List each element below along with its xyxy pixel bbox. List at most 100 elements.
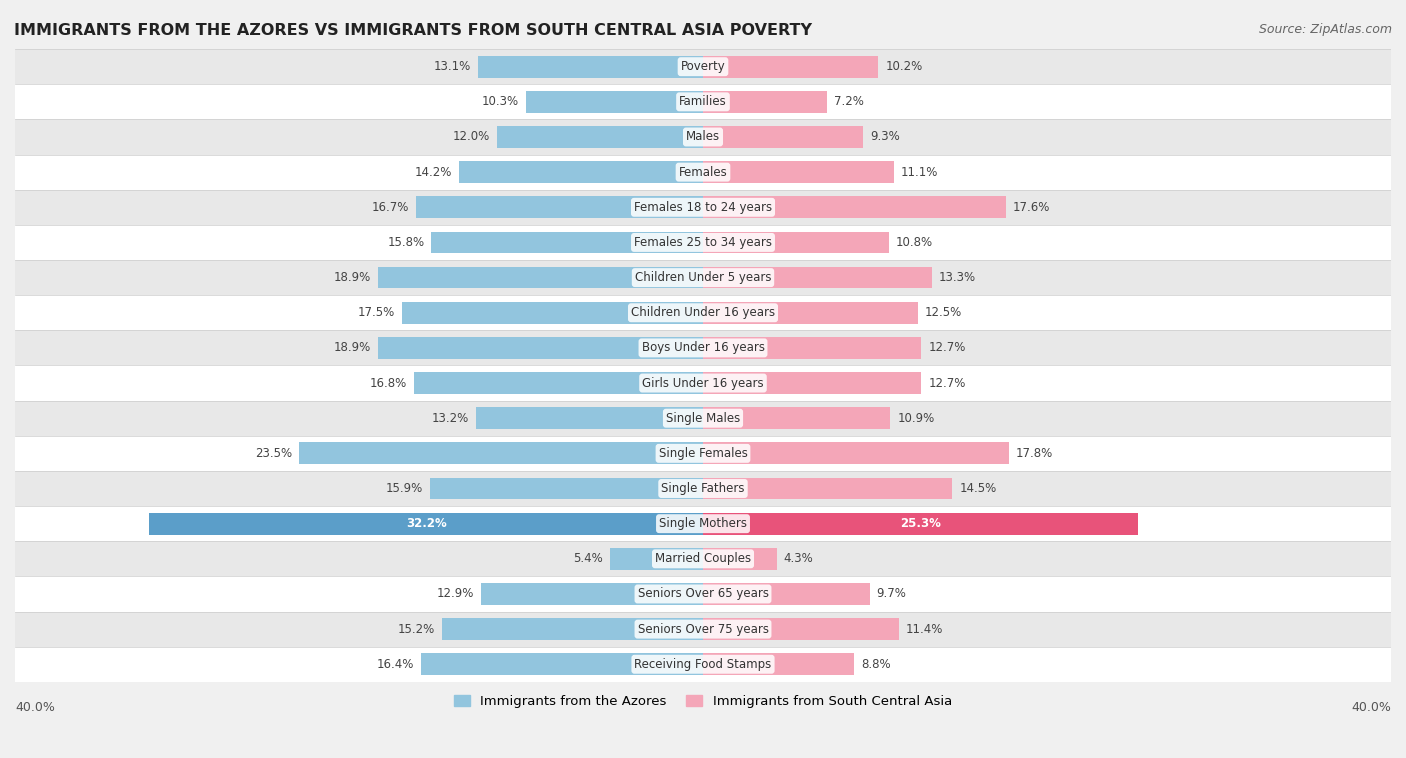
Bar: [0, 436, 1406, 471]
Bar: [0, 295, 1406, 330]
Bar: [416, 196, 703, 218]
Bar: [0, 612, 1406, 647]
Bar: [429, 478, 703, 500]
Text: 12.9%: 12.9%: [437, 587, 474, 600]
Bar: [703, 91, 827, 113]
Bar: [703, 267, 932, 289]
Bar: [402, 302, 703, 324]
Text: 17.8%: 17.8%: [1017, 447, 1053, 460]
Text: 13.2%: 13.2%: [432, 412, 470, 424]
Bar: [0, 541, 1406, 576]
Text: Married Couples: Married Couples: [655, 553, 751, 565]
Bar: [526, 91, 703, 113]
Bar: [0, 576, 1406, 612]
Bar: [703, 372, 921, 394]
Text: 18.9%: 18.9%: [333, 341, 371, 355]
Text: 8.8%: 8.8%: [862, 658, 891, 671]
Bar: [0, 155, 1406, 190]
Text: Single Mothers: Single Mothers: [659, 517, 747, 530]
Text: 12.7%: 12.7%: [928, 377, 966, 390]
Bar: [481, 583, 703, 605]
Text: 15.9%: 15.9%: [385, 482, 423, 495]
Bar: [0, 84, 1406, 120]
Bar: [0, 190, 1406, 225]
Text: 10.3%: 10.3%: [482, 96, 519, 108]
Text: Seniors Over 75 years: Seniors Over 75 years: [637, 622, 769, 636]
Text: Single Fathers: Single Fathers: [661, 482, 745, 495]
Text: 13.1%: 13.1%: [433, 60, 471, 74]
Text: 10.2%: 10.2%: [886, 60, 922, 74]
Bar: [413, 372, 703, 394]
Text: 16.4%: 16.4%: [377, 658, 413, 671]
Text: Females 18 to 24 years: Females 18 to 24 years: [634, 201, 772, 214]
Text: Receiving Food Stamps: Receiving Food Stamps: [634, 658, 772, 671]
Text: Females: Females: [679, 166, 727, 179]
Bar: [0, 49, 1406, 84]
Text: 40.0%: 40.0%: [1351, 701, 1391, 714]
Text: Families: Families: [679, 96, 727, 108]
Text: Poverty: Poverty: [681, 60, 725, 74]
Text: 9.7%: 9.7%: [877, 587, 907, 600]
Text: 16.7%: 16.7%: [371, 201, 409, 214]
Text: 11.1%: 11.1%: [901, 166, 938, 179]
Text: Girls Under 16 years: Girls Under 16 years: [643, 377, 763, 390]
Text: 10.8%: 10.8%: [896, 236, 932, 249]
Bar: [420, 653, 703, 675]
Bar: [378, 267, 703, 289]
Text: 17.5%: 17.5%: [359, 306, 395, 319]
Text: Children Under 16 years: Children Under 16 years: [631, 306, 775, 319]
Bar: [0, 330, 1406, 365]
Text: 14.2%: 14.2%: [415, 166, 451, 179]
Text: 4.3%: 4.3%: [783, 553, 814, 565]
Bar: [0, 401, 1406, 436]
Text: Males: Males: [686, 130, 720, 143]
Text: 40.0%: 40.0%: [15, 701, 55, 714]
Text: 15.2%: 15.2%: [398, 622, 434, 636]
Text: 14.5%: 14.5%: [959, 482, 997, 495]
Bar: [378, 337, 703, 359]
Text: Source: ZipAtlas.com: Source: ZipAtlas.com: [1258, 23, 1392, 36]
Text: 15.8%: 15.8%: [387, 236, 425, 249]
Legend: Immigrants from the Azores, Immigrants from South Central Asia: Immigrants from the Azores, Immigrants f…: [449, 690, 957, 713]
Text: Boys Under 16 years: Boys Under 16 years: [641, 341, 765, 355]
Bar: [703, 653, 855, 675]
Bar: [703, 161, 894, 183]
Bar: [610, 548, 703, 570]
Bar: [703, 407, 890, 429]
Bar: [0, 471, 1406, 506]
Text: 18.9%: 18.9%: [333, 271, 371, 284]
Bar: [703, 619, 898, 640]
Text: Single Females: Single Females: [658, 447, 748, 460]
Bar: [441, 619, 703, 640]
Text: 23.5%: 23.5%: [254, 447, 292, 460]
Bar: [0, 506, 1406, 541]
Text: 9.3%: 9.3%: [870, 130, 900, 143]
Text: 32.2%: 32.2%: [406, 517, 447, 530]
Text: 17.6%: 17.6%: [1012, 201, 1050, 214]
Bar: [432, 231, 703, 253]
Text: 7.2%: 7.2%: [834, 96, 863, 108]
Text: 12.7%: 12.7%: [928, 341, 966, 355]
Bar: [0, 647, 1406, 682]
Bar: [458, 161, 703, 183]
Text: Children Under 5 years: Children Under 5 years: [634, 271, 772, 284]
Bar: [149, 512, 703, 534]
Text: Single Males: Single Males: [666, 412, 740, 424]
Bar: [0, 120, 1406, 155]
Bar: [478, 56, 703, 77]
Bar: [703, 337, 921, 359]
Text: 12.0%: 12.0%: [453, 130, 489, 143]
Bar: [0, 260, 1406, 295]
Bar: [703, 478, 952, 500]
Text: 16.8%: 16.8%: [370, 377, 408, 390]
Text: 10.9%: 10.9%: [897, 412, 935, 424]
Bar: [703, 196, 1005, 218]
Text: 13.3%: 13.3%: [939, 271, 976, 284]
Text: 25.3%: 25.3%: [900, 517, 941, 530]
Text: IMMIGRANTS FROM THE AZORES VS IMMIGRANTS FROM SOUTH CENTRAL ASIA POVERTY: IMMIGRANTS FROM THE AZORES VS IMMIGRANTS…: [14, 23, 813, 38]
Bar: [703, 443, 1010, 464]
Bar: [703, 512, 1139, 534]
Bar: [703, 231, 889, 253]
Bar: [703, 126, 863, 148]
Bar: [299, 443, 703, 464]
